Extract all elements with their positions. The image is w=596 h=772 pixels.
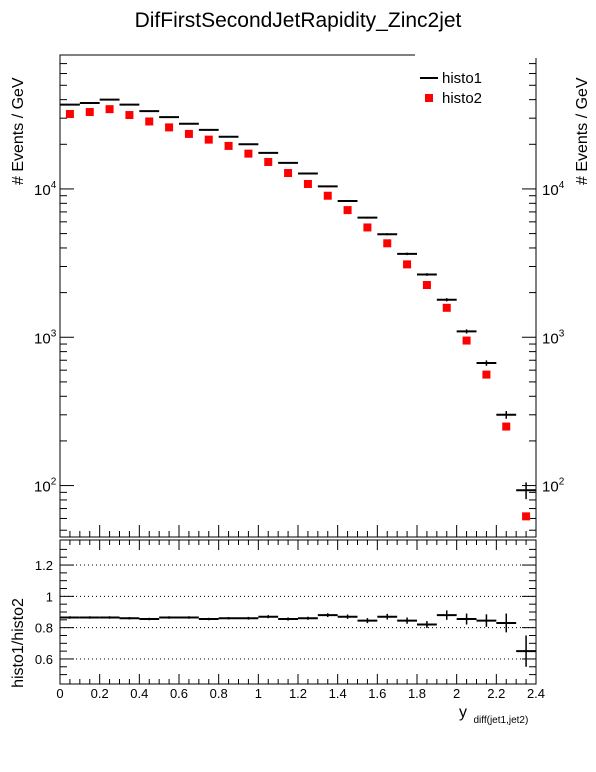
histo2-point — [502, 422, 511, 431]
tick-base: 10 — [34, 182, 51, 199]
ratio-series — [60, 610, 536, 667]
x-axis-label-subscript: diff(jet1,jet2) — [473, 715, 528, 726]
x-tick-label: 1.2 — [289, 686, 307, 701]
legend: histo1 histo2 — [60, 52, 537, 107]
legend-histo2-marker — [425, 94, 433, 102]
histo2-point — [482, 370, 491, 379]
x-tick-label: 0.6 — [170, 686, 188, 701]
ratio-y-tick-label: 0.6 — [35, 652, 53, 667]
tick-exponent: 3 — [559, 328, 565, 339]
ratio-y-tick-labels: 0.6 0.8 1 1.2 — [35, 558, 53, 667]
main-y-axis-label-left: # Events / GeV — [10, 77, 27, 185]
histo2-point — [264, 157, 273, 166]
histo2-point — [125, 111, 134, 120]
ratio-axis-ticks — [59, 540, 537, 684]
tick-exponent: 2 — [559, 477, 565, 488]
histo2-point — [383, 239, 392, 248]
histo2-point — [522, 512, 531, 521]
main-y-tick-label-right: 103 — [542, 328, 565, 347]
ratio-y-tick-label: 0.8 — [35, 621, 53, 636]
histo2-point — [303, 179, 312, 188]
x-tick-label: 2.2 — [487, 686, 505, 701]
main-y-tick-label-right: 102 — [542, 477, 565, 496]
legend-frame-cover — [415, 52, 537, 58]
histo2-point — [85, 108, 94, 117]
histo2-point — [422, 281, 431, 290]
main-y-tick-label-right: 104 — [542, 180, 565, 199]
x-axis-label-main: y — [459, 704, 467, 721]
histo2-point — [343, 206, 352, 215]
tick-base: 10 — [542, 182, 559, 199]
ratio-plot-frame — [59, 539, 537, 685]
x-tick-label: 2.4 — [527, 686, 545, 701]
histo2-point — [204, 135, 213, 144]
main-axis-ticks — [59, 54, 537, 537]
histo2-point — [403, 260, 412, 269]
histo2-point — [184, 129, 193, 138]
x-tick-label: 0.4 — [130, 686, 148, 701]
main-y-axis-label-right: # Events / GeV — [574, 77, 591, 185]
tick-exponent: 3 — [51, 328, 57, 339]
tick-base: 10 — [542, 479, 559, 496]
histo2-point — [224, 141, 233, 150]
main-y-tick-label-left: 102 — [34, 477, 57, 496]
x-tick-label: 1.8 — [408, 686, 426, 701]
legend-histo1-label: histo1 — [442, 70, 482, 87]
main-y-tick-label-left: 103 — [34, 328, 57, 347]
x-tick-label: 1.4 — [329, 686, 347, 701]
histo2-point — [363, 223, 372, 232]
ratio-panel: 0.6 0.8 1 1.2 0 0.2 0.4 0.6 0.8 1 1.2 1.4 1.6 1.8 2 2.… — [10, 539, 545, 726]
ratio-y-tick-label: 1 — [46, 589, 53, 604]
histo1-series — [60, 98, 536, 500]
x-tick-label: 0.8 — [210, 686, 228, 701]
ratio-y-tick-label: 1.2 — [35, 558, 53, 573]
tick-exponent: 4 — [559, 180, 565, 191]
histo2-point — [145, 117, 154, 126]
histo2-point — [442, 303, 451, 312]
histo2-point — [284, 169, 293, 178]
histo2-point — [65, 110, 74, 119]
histo2-point — [244, 149, 253, 158]
main-y-tick-label-left: 104 — [34, 180, 57, 199]
histo2-series — [65, 105, 531, 521]
chart-title: DifFirstSecondJetRapidity_Zinc2jet — [135, 9, 462, 32]
tick-exponent: 2 — [51, 477, 57, 488]
x-axis-label: y diff(jet1,jet2) — [459, 704, 528, 726]
tick-base: 10 — [34, 479, 51, 496]
ratio-gridlines — [60, 564, 536, 660]
x-tick-label: 2 — [453, 686, 460, 701]
x-tick-label: 0.2 — [91, 686, 109, 701]
ratio-y-axis-label: histo1/histo2 — [10, 598, 27, 688]
tick-exponent: 4 — [51, 180, 57, 191]
histo2-point — [105, 105, 114, 114]
legend-histo2-label: histo2 — [442, 90, 482, 107]
x-tick-label: 1 — [255, 686, 262, 701]
main-plot-frame — [59, 54, 537, 538]
tick-base: 10 — [542, 330, 559, 347]
histo2-point — [323, 191, 332, 200]
histo2-point — [165, 123, 174, 132]
x-tick-label: 1.6 — [368, 686, 386, 701]
x-tick-label: 0 — [56, 686, 63, 701]
tick-base: 10 — [34, 330, 51, 347]
x-tick-labels: 0 0.2 0.4 0.6 0.8 1 1.2 1.4 1.6 1.8 2 2.2 2.4 — [56, 686, 545, 701]
histo2-point — [462, 336, 471, 345]
